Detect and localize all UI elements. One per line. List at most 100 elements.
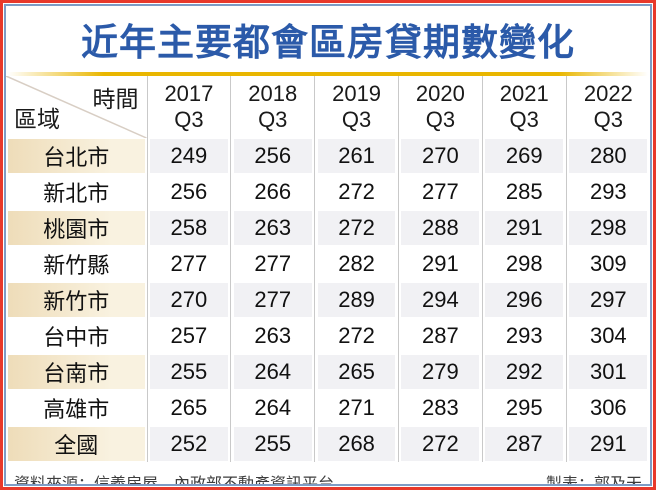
year-label: 2020 [415, 81, 465, 106]
gold-divider [8, 72, 648, 76]
quarter-label: Q3 [174, 107, 204, 132]
corner-label-region: 區域 [14, 106, 60, 132]
table-row-hsinchu-county: 新竹縣 277 277 282 291 298 309 [6, 246, 650, 282]
table-row-taichung: 台中市 257 263 272 287 293 304 [6, 318, 650, 354]
value-cell: 297 [565, 282, 650, 318]
value-cell: 270 [397, 138, 483, 174]
value-cell: 261 [314, 138, 399, 174]
value-cell: 288 [397, 210, 483, 246]
region-cell: 台南市 [6, 354, 147, 390]
table-row-national: 全國 252 255 268 272 287 291 [6, 426, 650, 462]
value-cell: 301 [565, 354, 650, 390]
value-cell: 272 [314, 318, 399, 354]
year-label: 2019 [332, 81, 382, 106]
column-header-2019q3: 2019 Q3 [314, 76, 399, 138]
year-label: 2021 [499, 81, 549, 106]
data-source-note: 資料來源：信義房屋、內政部不動產資訊平台 [14, 476, 335, 486]
table-row-kaohsiung: 高雄市 265 264 271 283 295 306 [6, 390, 650, 426]
value-cell: 270 [146, 282, 231, 318]
region-cell: 台北市 [6, 138, 147, 174]
header-row: 時間 區域 2017 Q3 2018 Q3 2019 Q3 2020 Q3 [6, 76, 650, 138]
value-cell: 291 [481, 210, 567, 246]
value-cell: 272 [314, 174, 399, 210]
value-cell: 265 [146, 390, 231, 426]
quarter-label: Q3 [258, 107, 288, 132]
quarter-label: Q3 [509, 107, 539, 132]
value-cell: 252 [146, 426, 231, 462]
value-cell: 263 [230, 210, 315, 246]
region-cell: 新竹市 [6, 282, 147, 318]
corner-header-cell: 時間 區域 [6, 76, 147, 138]
quarter-label: Q3 [341, 107, 372, 132]
value-cell: 271 [314, 390, 399, 426]
value-cell: 279 [397, 354, 483, 390]
value-cell: 280 [565, 138, 650, 174]
value-cell: 268 [314, 426, 399, 462]
year-label: 2017 [164, 81, 214, 106]
inner-blue-frame: 近年主要都會區房貸期數變化 時間 區域 2017 Q3 [4, 4, 652, 486]
value-cell: 272 [314, 210, 399, 246]
footer: 資料來源：信義房屋、內政部不動產資訊平台 製表：郭及天 [6, 462, 650, 486]
value-cell: 298 [565, 210, 650, 246]
value-cell: 269 [481, 138, 567, 174]
value-cell: 256 [230, 138, 315, 174]
value-cell: 294 [397, 282, 483, 318]
mortgage-term-table: 時間 區域 2017 Q3 2018 Q3 2019 Q3 2020 Q3 [6, 76, 650, 462]
value-cell: 283 [397, 390, 483, 426]
corner-label-time: 時間 [92, 86, 139, 112]
column-header-2017q3: 2017 Q3 [146, 76, 231, 138]
value-cell: 255 [230, 426, 315, 462]
column-header-2021q3: 2021 Q3 [481, 76, 567, 138]
value-cell: 287 [397, 318, 483, 354]
value-cell: 293 [565, 174, 650, 210]
value-cell: 257 [146, 318, 231, 354]
region-cell: 新北市 [6, 174, 147, 210]
value-cell: 277 [230, 246, 315, 282]
table-row-tainan: 台南市 255 264 265 279 292 301 [6, 354, 650, 390]
value-cell: 285 [481, 174, 567, 210]
value-cell: 296 [481, 282, 567, 318]
region-cell: 全國 [6, 426, 147, 462]
value-cell: 293 [481, 318, 567, 354]
value-cell: 256 [146, 174, 231, 210]
value-cell: 249 [146, 138, 231, 174]
value-cell: 272 [397, 426, 483, 462]
region-cell: 高雄市 [6, 390, 147, 426]
column-header-2020q3: 2020 Q3 [397, 76, 483, 138]
value-cell: 263 [230, 318, 315, 354]
value-cell: 295 [481, 390, 567, 426]
year-label: 2022 [583, 81, 633, 106]
title-bar: 近年主要都會區房貸期數變化 [6, 6, 650, 72]
value-cell: 282 [314, 246, 399, 282]
value-cell: 292 [481, 354, 567, 390]
value-cell: 277 [146, 246, 231, 282]
region-cell: 台中市 [6, 318, 147, 354]
table-row-newtaipei: 新北市 256 266 272 277 285 293 [6, 174, 650, 210]
column-header-2018q3: 2018 Q3 [230, 76, 315, 138]
value-cell: 264 [230, 354, 315, 390]
value-cell: 298 [481, 246, 567, 282]
value-cell: 266 [230, 174, 315, 210]
value-cell: 289 [314, 282, 399, 318]
value-cell: 309 [565, 246, 650, 282]
quarter-label: Q3 [425, 107, 456, 132]
table-row-taoyuan: 桃園市 258 263 272 288 291 298 [6, 210, 650, 246]
value-cell: 287 [481, 426, 567, 462]
value-cell: 277 [397, 174, 483, 210]
quarter-label: Q3 [593, 107, 623, 132]
credit-note: 製表：郭及天 [545, 476, 642, 486]
value-cell: 265 [314, 354, 399, 390]
region-cell: 新竹縣 [6, 246, 147, 282]
value-cell: 291 [565, 426, 650, 462]
value-cell: 291 [397, 246, 483, 282]
value-cell: 258 [146, 210, 231, 246]
diagonal-divider-line [6, 76, 147, 138]
year-label: 2018 [248, 81, 298, 106]
column-header-2022q3: 2022 Q3 [565, 76, 650, 138]
region-cell: 桃園市 [6, 210, 147, 246]
table-row-hsinchu-city: 新竹市 270 277 289 294 296 297 [6, 282, 650, 318]
value-cell: 255 [146, 354, 231, 390]
value-cell: 306 [565, 390, 650, 426]
page-title: 近年主要都會區房貸期數變化 [81, 22, 575, 63]
